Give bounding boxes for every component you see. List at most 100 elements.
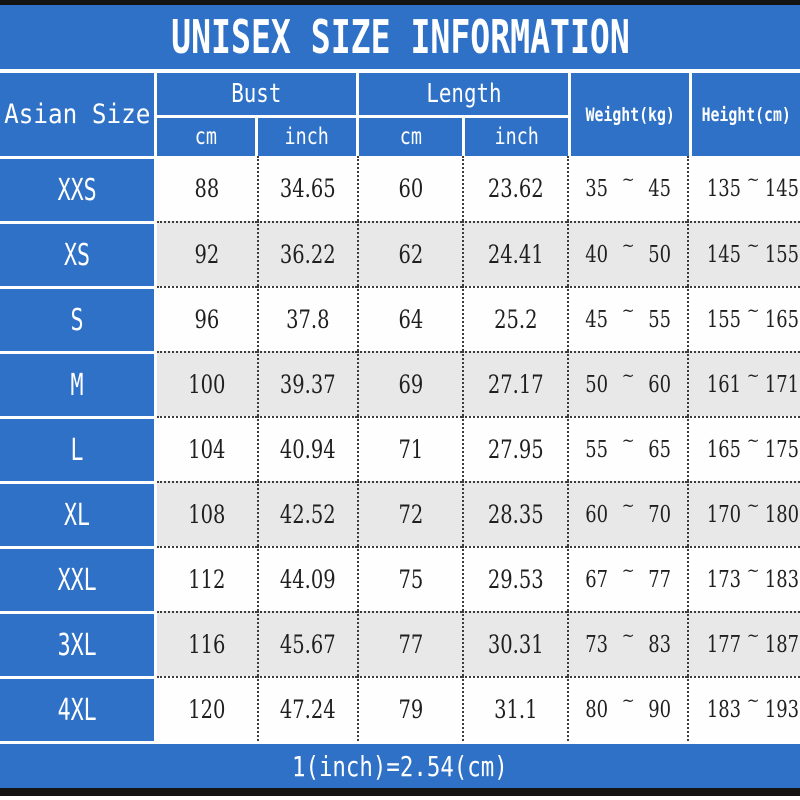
cell-value: 108 [188, 500, 226, 529]
tilde-separator: ~ [746, 235, 760, 256]
cell-value: 34.65 [280, 174, 336, 203]
cell-value: 92 [194, 240, 220, 269]
cell-value: 28.35 [487, 500, 544, 529]
bust-cm-cell: 92 [157, 221, 257, 286]
size-label-cell: XXS [0, 156, 157, 221]
size-label: XXS [57, 172, 97, 208]
cell-value: 104 [188, 435, 226, 464]
tilde-separator: ~ [746, 365, 760, 386]
cell-value: 62 [398, 240, 423, 269]
size-label: XS [63, 237, 91, 273]
length-cm-cell: 62 [357, 221, 462, 286]
range-min: 80 [585, 696, 609, 723]
range-min: 55 [585, 436, 609, 463]
height-range-cell: 145 ~155 [687, 221, 800, 286]
tilde-separator: ~ [746, 300, 760, 321]
size-label: S [70, 302, 84, 338]
size-label-cell: M [0, 351, 157, 416]
header-weight-label: Weight(kg) [585, 103, 675, 126]
length-inch-cell: 30.31 [462, 611, 567, 676]
range-max: 183 [764, 566, 800, 593]
weight-range-cell: 50 ~60 [567, 351, 687, 416]
bust-cm-cell: 116 [157, 611, 257, 676]
weight-range-cell: 45 ~55 [567, 286, 687, 351]
cell-value: 25.2 [493, 305, 538, 334]
cell-value: 31.1 [493, 695, 538, 724]
page-title: UNISEX SIZE INFORMATION [170, 10, 630, 64]
cell-value: 24.41 [487, 240, 544, 269]
header-bust-cm-label: cm [194, 124, 218, 150]
header-asian-size-label: Asian Size [3, 99, 151, 130]
height-range-cell: 165 ~175 [687, 416, 800, 481]
table-row: M 100 39.37 69 27.17 50 ~60 161 ~171 [0, 351, 800, 416]
bust-inch-cell: 42.52 [257, 481, 357, 546]
bust-cm-cell: 112 [157, 546, 257, 611]
bust-inch-cell: 37.8 [257, 286, 357, 351]
range-min: 161 [706, 371, 742, 398]
cell-value: 88 [194, 174, 220, 203]
range-min: 67 [585, 566, 609, 593]
range-max: 187 [764, 631, 800, 658]
tilde-separator: ~ [621, 625, 635, 646]
range-min: 155 [706, 306, 742, 333]
range-max: 193 [764, 696, 800, 723]
table-row: XXL 112 44.09 75 29.53 67 ~77 173 ~183 [0, 546, 800, 611]
bust-cm-cell: 100 [157, 351, 257, 416]
size-label: XXL [57, 562, 97, 598]
cell-value: 45.67 [280, 630, 336, 659]
cell-value: 27.95 [487, 435, 544, 464]
header-height: Height(cm) [692, 73, 800, 156]
range-max: 180 [764, 501, 800, 528]
table-row: 3XL 116 45.67 77 30.31 73 ~83 177 ~187 [0, 611, 800, 676]
range-min: 135 [706, 175, 742, 202]
tilde-separator: ~ [746, 625, 760, 646]
range-max: 175 [764, 436, 800, 463]
size-label-cell: XS [0, 221, 157, 286]
length-cm-cell: 71 [357, 416, 462, 481]
tilde-separator: ~ [621, 365, 635, 386]
bottom-edge-strip [0, 788, 800, 796]
weight-range-cell: 60 ~70 [567, 481, 687, 546]
cell-value: 69 [398, 370, 423, 399]
size-label: 3XL [57, 627, 97, 663]
length-inch-cell: 31.1 [462, 676, 567, 741]
tilde-separator: ~ [621, 560, 635, 581]
tilde-separator: ~ [621, 235, 635, 256]
range-max: 171 [764, 371, 800, 398]
header-asian-size: Asian Size [0, 73, 154, 156]
cell-value: 116 [188, 630, 226, 659]
size-label: L [70, 432, 84, 468]
cell-value: 40.94 [280, 435, 336, 464]
range-max: 155 [764, 241, 800, 268]
weight-range-cell: 35 ~45 [567, 156, 687, 221]
tilde-separator: ~ [621, 169, 635, 190]
header-bust-cm: cm [157, 118, 255, 156]
range-min: 35 [585, 175, 609, 202]
size-label-cell: 3XL [0, 611, 157, 676]
range-min: 60 [585, 501, 609, 528]
size-label-cell: XL [0, 481, 157, 546]
title-band: UNISEX SIZE INFORMATION [0, 5, 800, 73]
height-range-cell: 161 ~171 [687, 351, 800, 416]
bust-inch-cell: 44.09 [257, 546, 357, 611]
bust-inch-cell: 34.65 [257, 156, 357, 221]
bust-inch-cell: 39.37 [257, 351, 357, 416]
range-max: 145 [764, 175, 800, 202]
cell-value: 79 [398, 695, 423, 724]
cell-value: 77 [398, 630, 423, 659]
header-length-inch-label: inch [494, 124, 539, 150]
table-row: XL 108 42.52 72 28.35 60 ~70 170 ~180 [0, 481, 800, 546]
bust-inch-cell: 36.22 [257, 221, 357, 286]
header-length: Length [359, 73, 568, 115]
cell-value: 27.17 [487, 370, 544, 399]
tilde-separator: ~ [746, 690, 760, 711]
header-weight: Weight(kg) [571, 73, 689, 156]
range-max: 83 [647, 631, 671, 658]
height-range-cell: 183 ~193 [687, 676, 800, 741]
header-length-cm: cm [359, 118, 462, 156]
header-length-inch: inch [465, 118, 568, 156]
range-min: 45 [585, 306, 609, 333]
header-length-cm-label: cm [399, 124, 422, 150]
cell-value: 37.8 [286, 305, 330, 334]
